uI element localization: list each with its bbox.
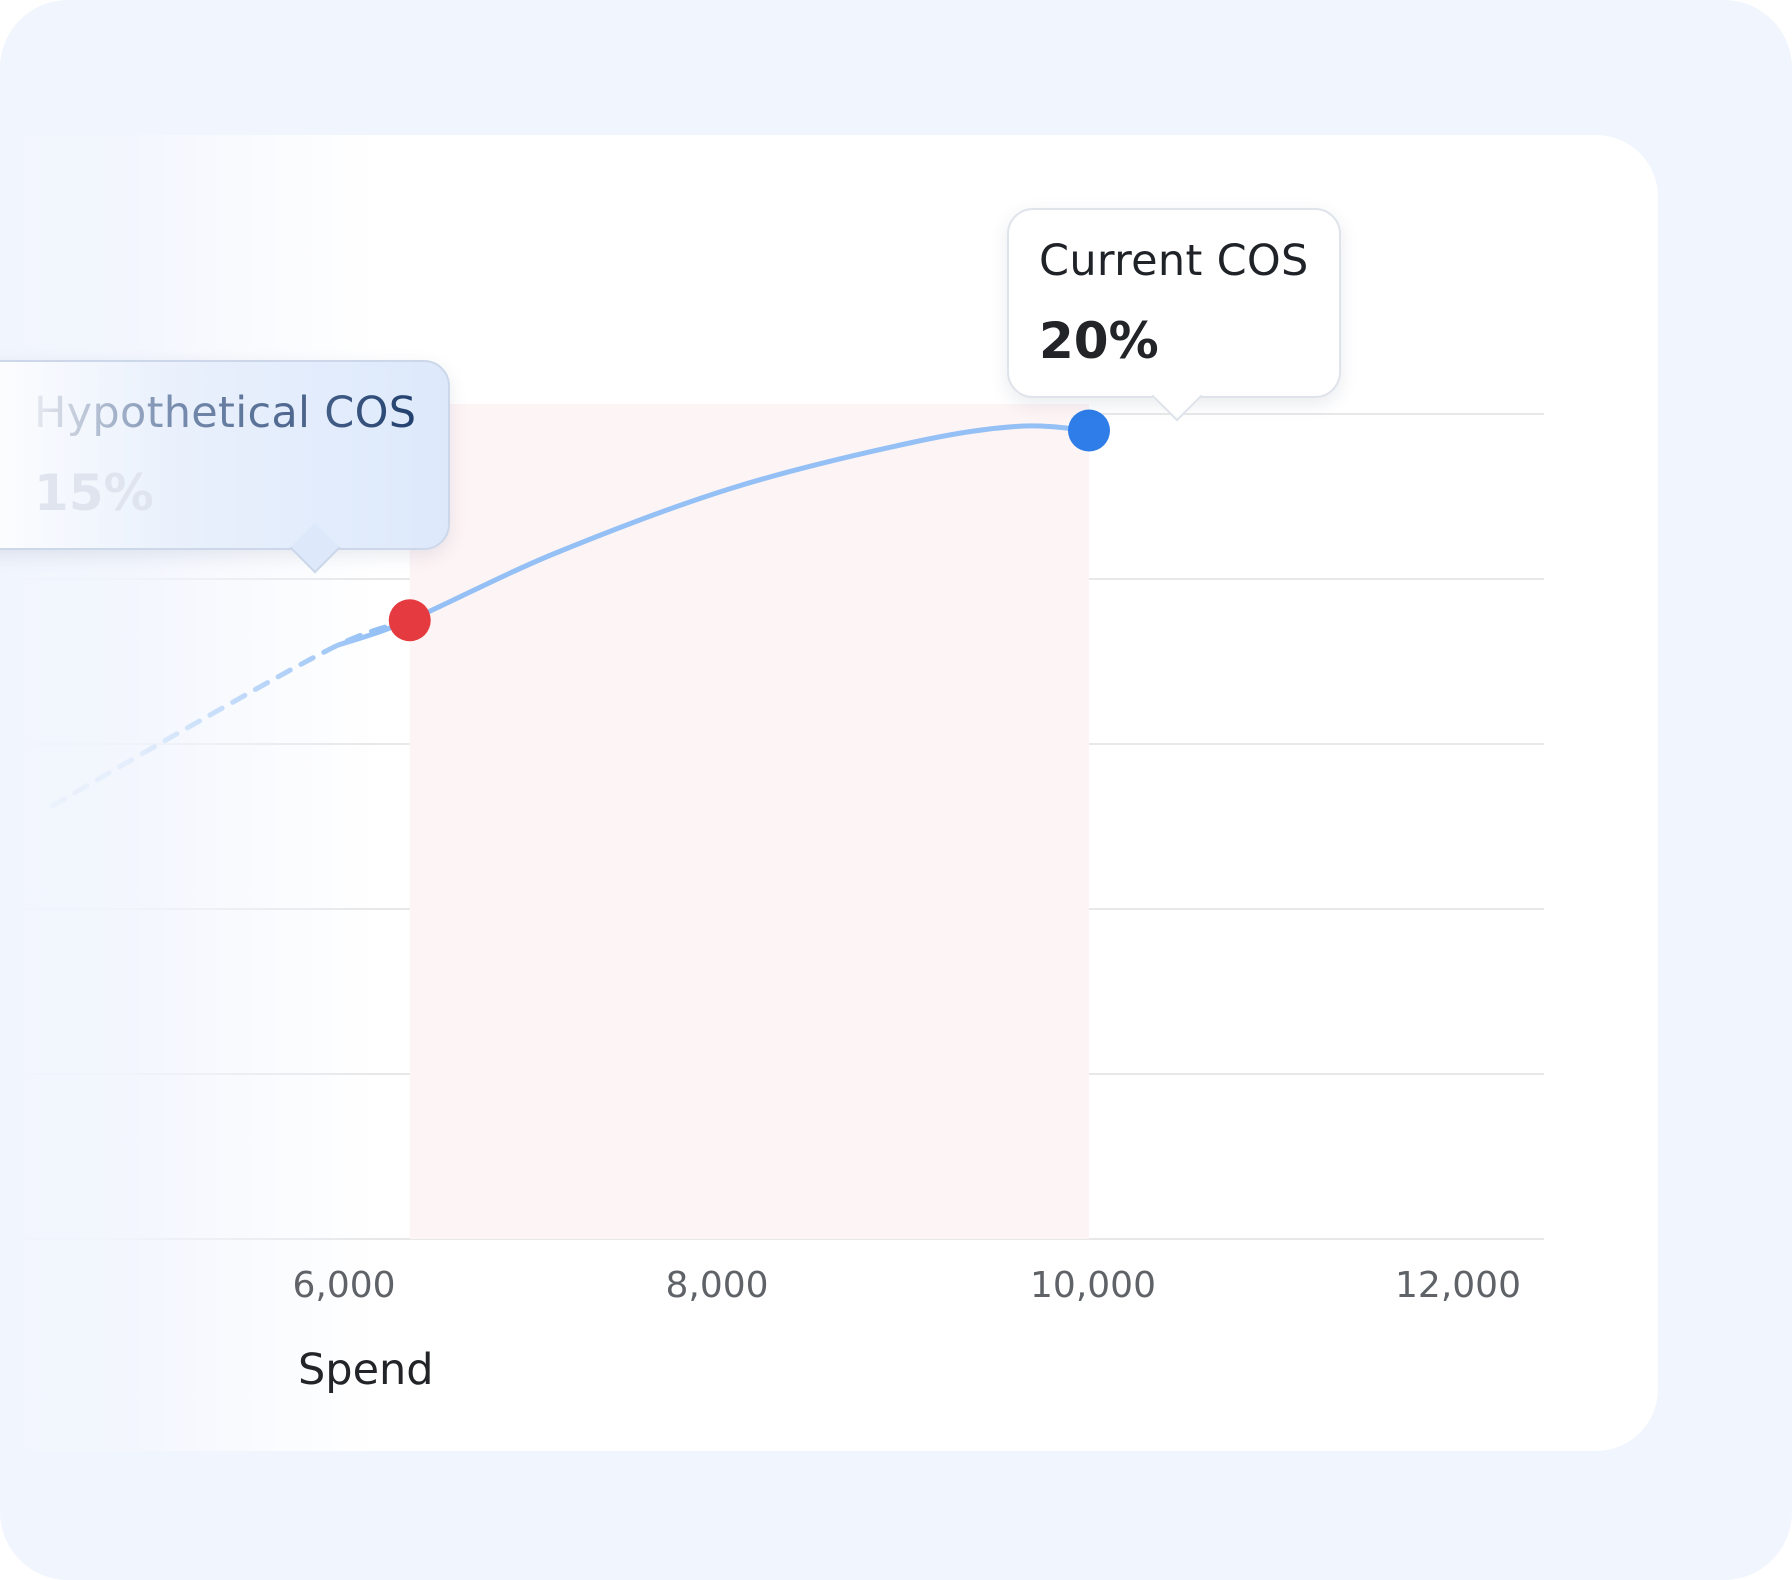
tooltip-title: Current COS xyxy=(1039,236,1309,286)
tooltip-title: Hypothetical COS xyxy=(34,388,417,438)
current-cos-tooltip: Current COS 20% xyxy=(1007,208,1341,422)
chart-plot xyxy=(0,404,1544,1240)
x-tick-label: 12,000 xyxy=(1395,1265,1521,1306)
chart-card: Hypothetical COS 15% Current COS 20% 6,0… xyxy=(0,135,1658,1451)
x-tick-label: 10,000 xyxy=(1030,1265,1156,1306)
series-line-dashed xyxy=(49,617,413,809)
hypothetical-cos-point xyxy=(388,599,431,642)
hypothetical-cos-tooltip: Hypothetical COS 15% xyxy=(0,360,450,574)
x-tick-label: 6,000 xyxy=(292,1265,396,1306)
tooltip-value: 20% xyxy=(1039,312,1159,370)
shaded-range xyxy=(409,404,1089,1239)
current-cos-point xyxy=(1068,409,1110,452)
tooltip-value: 15% xyxy=(34,464,154,522)
x-tick-label: 8,000 xyxy=(665,1265,769,1306)
x-axis-label: Spend xyxy=(298,1345,434,1395)
